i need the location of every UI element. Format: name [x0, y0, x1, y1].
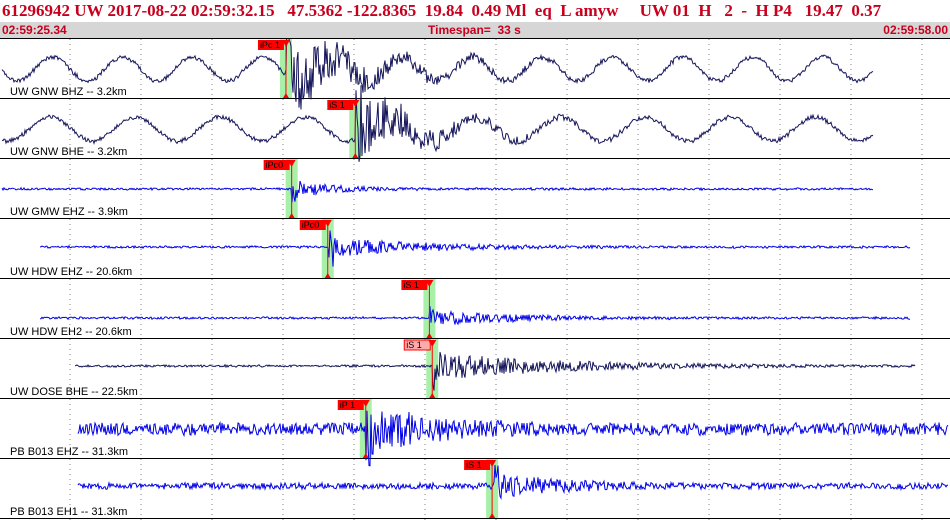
seismogram-panel[interactable]: UW GNW BHZ -- 3.2km UW GNW BHE -- 3.2km UW… [0, 39, 950, 520]
pick-label: iS 1 [329, 100, 345, 110]
waveform-trace[interactable] [39, 306, 910, 326]
pick-base-marker [362, 453, 369, 458]
pick-base-marker [352, 153, 359, 158]
waveform-trace[interactable] [74, 351, 916, 391]
pick-base-marker [288, 213, 295, 218]
pick-base-marker [426, 333, 433, 338]
pick-flag[interactable] [327, 100, 354, 110]
time-bar: 02:59:25.34 Timespan= 33 s 02:59:58.00 [0, 22, 950, 39]
pick-base-marker [282, 93, 289, 98]
trace-label: UW DOSE BHE -- 22.5km [10, 386, 138, 398]
trace-label: UW GNW BHZ -- 3.2km [10, 86, 127, 98]
pick-base-marker [429, 393, 436, 398]
pick-label: iP 1 [340, 400, 355, 410]
pick-label: iPc0 [266, 160, 284, 170]
trace-label: PB B013 EHZ -- 31.3km [10, 446, 128, 458]
pick-flag[interactable] [257, 40, 284, 50]
pick-flag[interactable] [403, 339, 431, 351]
event-header: 61296942 UW 2017-08-22 02:59:32.15 47.53… [0, 0, 950, 22]
phase-pick[interactable]: iP 1 [337, 400, 370, 458]
pick-label: iPc0 [302, 220, 320, 230]
pick-flag[interactable] [464, 460, 491, 470]
phase-pick[interactable]: iS 1 [464, 460, 497, 518]
phase-pick[interactable]: iPc0 [299, 220, 332, 278]
trace-label: UW GMW EHZ -- 3.9km [10, 206, 128, 218]
pick-base-marker [324, 273, 331, 278]
waveform-trace[interactable] [1, 85, 874, 162]
phase-pick[interactable]: iS 1 [403, 339, 437, 398]
time-grid [69, 39, 923, 520]
start-time: 02:59:25.34 [2, 23, 67, 37]
pick-label: iS 1 [403, 280, 419, 290]
timespan-label: Timespan= 33 s [428, 23, 521, 37]
waveform-trace[interactable] [77, 464, 948, 500]
pick-flag[interactable] [263, 160, 290, 170]
pick-label: iPc 1 [260, 40, 280, 50]
trace-lines [0, 39, 950, 519]
trace-label: UW HDW EHZ -- 20.6km [10, 266, 132, 278]
phase-pick[interactable]: iPc 1 [257, 40, 290, 98]
trace-label: UW GNW BHE -- 3.2km [10, 146, 127, 158]
waveform-trace[interactable] [1, 39, 874, 110]
trace-labels: UW GNW BHZ -- 3.2km UW GNW BHE -- 3.2km UW… [10, 86, 138, 518]
trace-label: PB B013 EH1 -- 31.3km [10, 506, 127, 518]
pick-flag[interactable] [401, 280, 428, 290]
event-summary: 61296942 UW 2017-08-22 02:59:32.15 47.53… [2, 1, 882, 20]
pick-flag[interactable] [337, 400, 364, 410]
pick-label: iS 1 [406, 340, 422, 350]
trace-label: UW HDW EH2 -- 20.6km [10, 326, 132, 338]
end-time: 02:59:58.00 [883, 23, 948, 37]
pick-markers: iPc 1 iS 1 iPc0 iPc0 iS 1 iS 1 iP 1 iS 1 [257, 40, 497, 518]
waveform-trace[interactable] [77, 410, 949, 467]
pick-base-marker [489, 513, 496, 518]
phase-pick[interactable]: iS 1 [327, 100, 360, 158]
waveform-trace[interactable] [39, 230, 911, 267]
pick-label: iS 1 [466, 460, 482, 470]
pick-flag[interactable] [299, 220, 326, 230]
phase-pick[interactable]: iS 1 [401, 280, 434, 338]
waveform-trace[interactable] [1, 180, 874, 203]
phase-pick[interactable]: iPc0 [263, 160, 296, 218]
